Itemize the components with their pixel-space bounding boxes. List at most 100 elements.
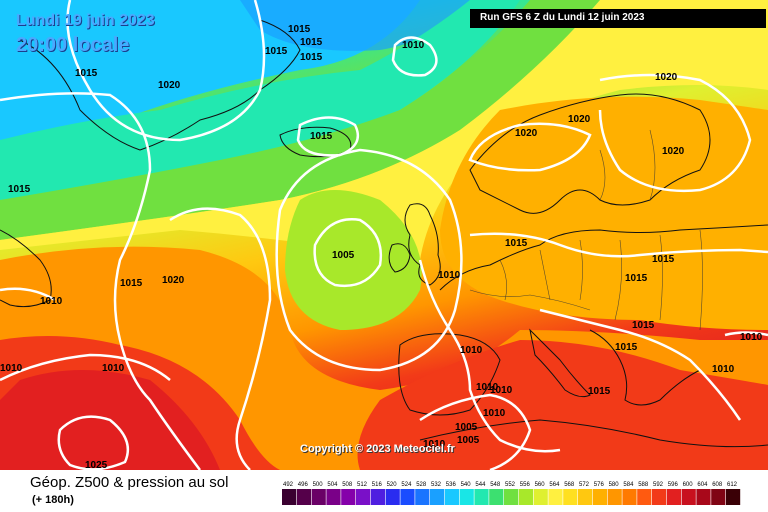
scale-tick-label: 608 [712,482,723,488]
scale-tick-label: 612 [727,482,738,488]
pressure-label: 1010 [423,439,446,450]
scale-swatch [356,489,371,505]
pressure-label: 1020 [662,146,685,157]
pressure-label: 1015 [615,342,638,353]
scale-tick-label: 504 [327,482,338,488]
scale-tick-label: 568 [564,482,575,488]
pressure-label: 1005 [455,422,478,433]
isobar-1020-central [169,207,272,470]
isobar-1010-north [391,36,438,77]
scale-tick-label: 596 [668,482,679,488]
coast-ireland [388,243,411,273]
forecast-time: 20:00 locale [16,34,130,56]
scale-swatch [696,489,711,505]
scale-tick-label: 496 [298,482,309,488]
coastlines [0,19,768,448]
scale-tick-label: 492 [283,482,294,488]
scale-tick-label: 588 [638,482,649,488]
scale-swatch [282,489,297,505]
scale-tick-label: 512 [357,482,368,488]
scale-swatch [326,489,341,505]
scale-tick-label: 564 [549,482,560,488]
pressure-label: 1015 [288,24,311,35]
pressure-label: 1010 [483,408,506,419]
scale-swatch [652,489,667,505]
pressure-label: 1010 [402,40,425,51]
pressure-label: 1010 [0,363,23,374]
scale-tick-label: 524 [401,482,412,488]
scale-swatch [459,489,474,505]
forecast-date: Lundi 19 juin 2023 [16,12,155,29]
pressure-label: 1005 [457,435,480,446]
scale-swatch [711,489,726,505]
z500-zone-green [0,0,600,240]
scale-tick-label: 600 [683,482,694,488]
pressure-label: 1020 [162,275,185,286]
isobar-1015-balkans [539,308,742,421]
isobar-1015-iceland [296,116,360,157]
scale-swatch [563,489,578,505]
z500-zone-lowcenter [285,190,422,330]
isobar-1005-low [313,218,383,288]
pressure-label: 1010 [476,382,499,393]
scale-swatch [415,489,430,505]
scale-tick-label: 540 [461,482,472,488]
scale-tick-label: 556 [520,482,531,488]
coast-scandinavia [469,93,711,214]
scale-tick-label: 576 [594,482,605,488]
pressure-label: 1025 [85,460,108,470]
scale-swatch [622,489,637,505]
scale-tick-label: 548 [490,482,501,488]
scale-swatch [504,489,519,505]
pressure-label: 1010 [40,296,63,307]
pressure-label: 1015 [505,238,528,249]
z500-zone-yellow [0,0,768,260]
coast-iberia [398,333,501,416]
pressure-label: 1015 [310,131,333,142]
scale-swatch [385,489,400,505]
run-info-box [470,9,766,28]
pressure-label: 1020 [158,80,181,91]
borders [469,129,703,331]
z500-zone-red-med [357,340,768,470]
pressure-label: 1010 [712,364,735,375]
isobars [0,0,768,470]
scale-tick-label: 536 [446,482,457,488]
scale-swatch [474,489,489,505]
pressure-labels: 1015 1015 1015 1015 1015 1010 1015 1020 … [0,24,763,470]
coast-italy [529,328,591,398]
pressure-label: 1015 [300,52,323,63]
isobar-1010-east [724,331,768,337]
pressure-label: 1015 [588,386,611,397]
pressure-label: 1010 [460,345,483,356]
coast-balkans [589,329,701,406]
scale-tick-label: 604 [697,482,708,488]
scale-tick-label: 520 [387,482,398,488]
scale-tick-label: 544 [475,482,486,488]
pressure-label: 1010 [490,385,513,396]
pressure-label: 1020 [655,72,678,83]
scale-swatch [681,489,696,505]
pressure-label: 1015 [625,273,648,284]
scale-swatch [637,489,652,505]
isobar-1020-ne [598,73,752,193]
copyright-notice: Copyright © 2023 Meteociel.fr [300,443,455,455]
scale-swatch [726,489,741,505]
scale-swatch [296,489,311,505]
z500-zone-orange-europe [440,96,768,331]
legend-subtitle: (+ 180h) [32,494,74,506]
scale-swatch [592,489,607,505]
scale-tick-label: 532 [431,482,442,488]
coast-africa [419,419,768,448]
pressure-label: 1015 [265,46,288,57]
coast-greenland [19,19,301,151]
pressure-label: 1015 [8,184,31,195]
scale-swatch [518,489,533,505]
isobar-1015-lowring [275,148,463,372]
scale-swatch [548,489,563,505]
scale-tick-label: 580 [609,482,620,488]
scale-swatch [430,489,445,505]
scale-tick-label: 500 [313,482,324,488]
scale-swatch [370,489,385,505]
pressure-label: 1015 [652,254,675,265]
